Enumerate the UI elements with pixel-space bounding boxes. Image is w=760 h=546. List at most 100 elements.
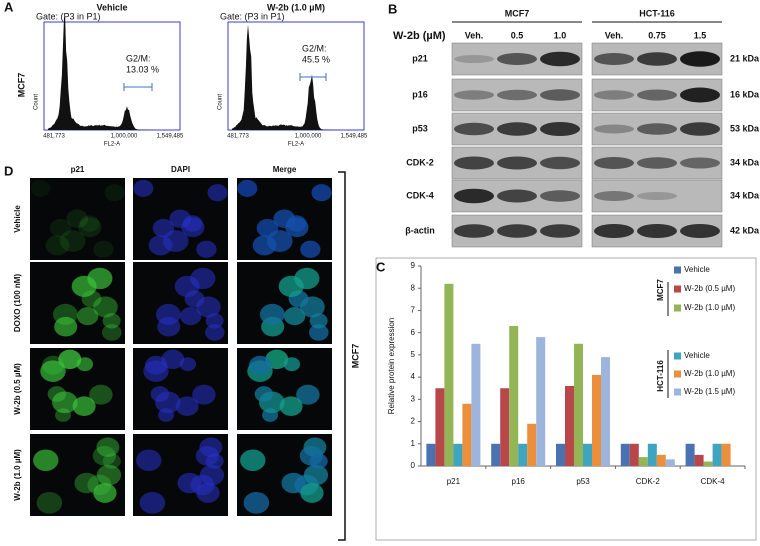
- axis-label: Count: [218, 94, 224, 110]
- x-tick-label: 1,000,000: [295, 134, 322, 140]
- blot-band: [540, 156, 580, 170]
- nucleus: [76, 307, 99, 326]
- protein-label: p53: [412, 123, 428, 133]
- bar: [453, 443, 463, 466]
- bar: [444, 283, 454, 466]
- nucleus: [93, 296, 118, 318]
- row-label: W-2b (0.5 µM): [13, 363, 22, 415]
- blot-band: [454, 156, 494, 170]
- protein-label: CDK-2: [406, 157, 434, 167]
- nucleus: [133, 179, 154, 197]
- y-tick-label: 9: [411, 261, 416, 270]
- blot-band: [454, 188, 494, 204]
- blot-band: [540, 89, 580, 101]
- blot-band: [497, 224, 537, 238]
- blot-band: [637, 157, 677, 169]
- bar: [592, 374, 601, 466]
- lane-label: 1.0: [554, 30, 567, 40]
- nucleus: [59, 230, 86, 252]
- x-tick-label: 1,549,485: [341, 134, 368, 140]
- legend-label: Vehicle: [684, 265, 710, 274]
- nucleus: [74, 472, 99, 494]
- blot-band: [497, 53, 537, 65]
- nucleus: [207, 184, 228, 202]
- blot-band: [637, 224, 677, 238]
- row-label: DOXO (100 nM): [13, 274, 22, 333]
- blot-band: [594, 124, 634, 134]
- blot-band: [680, 122, 720, 136]
- nucleus: [205, 324, 225, 341]
- nucleus: [300, 483, 324, 503]
- legend-group: MCF7: [656, 279, 665, 301]
- blot-band: [454, 90, 494, 100]
- blot-band: [540, 224, 580, 238]
- bar: [694, 454, 704, 466]
- blot-band: [540, 51, 580, 67]
- nucleus: [199, 464, 225, 486]
- nucleus: [181, 217, 205, 238]
- x-tick-label: CDK-4: [701, 477, 726, 486]
- nucleus: [40, 360, 66, 382]
- y-tick-label: 2: [411, 417, 416, 426]
- y-tick-label: 5: [411, 350, 416, 359]
- dose-label: W-2b (µM): [393, 30, 446, 42]
- nucleus: [237, 179, 258, 197]
- bar: [527, 423, 537, 466]
- blot-band: [637, 123, 677, 135]
- nucleus: [71, 275, 97, 297]
- bar: [574, 343, 583, 466]
- nucleus: [266, 230, 293, 252]
- x-tick-label: 481,773: [227, 134, 249, 140]
- y-tick-label: 3: [411, 394, 416, 403]
- panel-label: B: [388, 1, 397, 16]
- micrograph: [30, 178, 125, 260]
- nucleus: [54, 316, 78, 337]
- nucleus: [52, 391, 78, 414]
- nucleus: [139, 491, 166, 514]
- plot-title: Vehicle: [96, 2, 127, 12]
- size-label: 34 kDa: [730, 190, 760, 200]
- nucleus: [192, 384, 216, 405]
- bar: [601, 357, 610, 466]
- blot-band: [594, 53, 634, 65]
- nucleus: [300, 240, 321, 258]
- x-tick-label: CDK-2: [636, 477, 661, 486]
- nucleus: [296, 384, 320, 405]
- legend-swatch: [674, 370, 681, 378]
- nucleus: [52, 303, 78, 325]
- bar: [620, 443, 630, 466]
- size-label: 21 kDa: [730, 53, 760, 63]
- nucleus: [249, 355, 272, 375]
- nucleus: [279, 396, 303, 416]
- nucleus: [205, 453, 224, 469]
- size-label: 53 kDa: [730, 123, 760, 133]
- nucleus: [76, 357, 94, 372]
- axis-label: FL2-A: [104, 142, 120, 148]
- bracket: [338, 171, 346, 541]
- bar: [426, 443, 436, 466]
- micrograph: [30, 434, 125, 516]
- row-label: MCF7: [16, 73, 26, 98]
- x-tick-label: 1,549,485: [157, 134, 184, 140]
- nucleus: [175, 396, 199, 416]
- nucleus: [259, 303, 285, 325]
- legend-swatch: [674, 266, 681, 274]
- nucleus: [309, 324, 329, 341]
- blot-band: [594, 224, 634, 238]
- lane-label: 1.5: [694, 30, 707, 40]
- blot-band: [680, 157, 720, 169]
- nucleus: [243, 491, 270, 514]
- nucleus: [47, 386, 67, 402]
- lane-label: Veh.: [465, 30, 484, 40]
- blot-band: [454, 122, 494, 136]
- legend-label: W-2b (1.0 µM): [684, 303, 735, 312]
- bar: [712, 443, 722, 466]
- x-tick-label: p21: [447, 477, 461, 486]
- bar: [656, 454, 666, 466]
- blot-band: [497, 89, 537, 101]
- lane-label: 0.5: [511, 30, 524, 40]
- bar: [647, 443, 657, 466]
- nucleus: [102, 313, 121, 329]
- legend-swatch: [674, 388, 681, 396]
